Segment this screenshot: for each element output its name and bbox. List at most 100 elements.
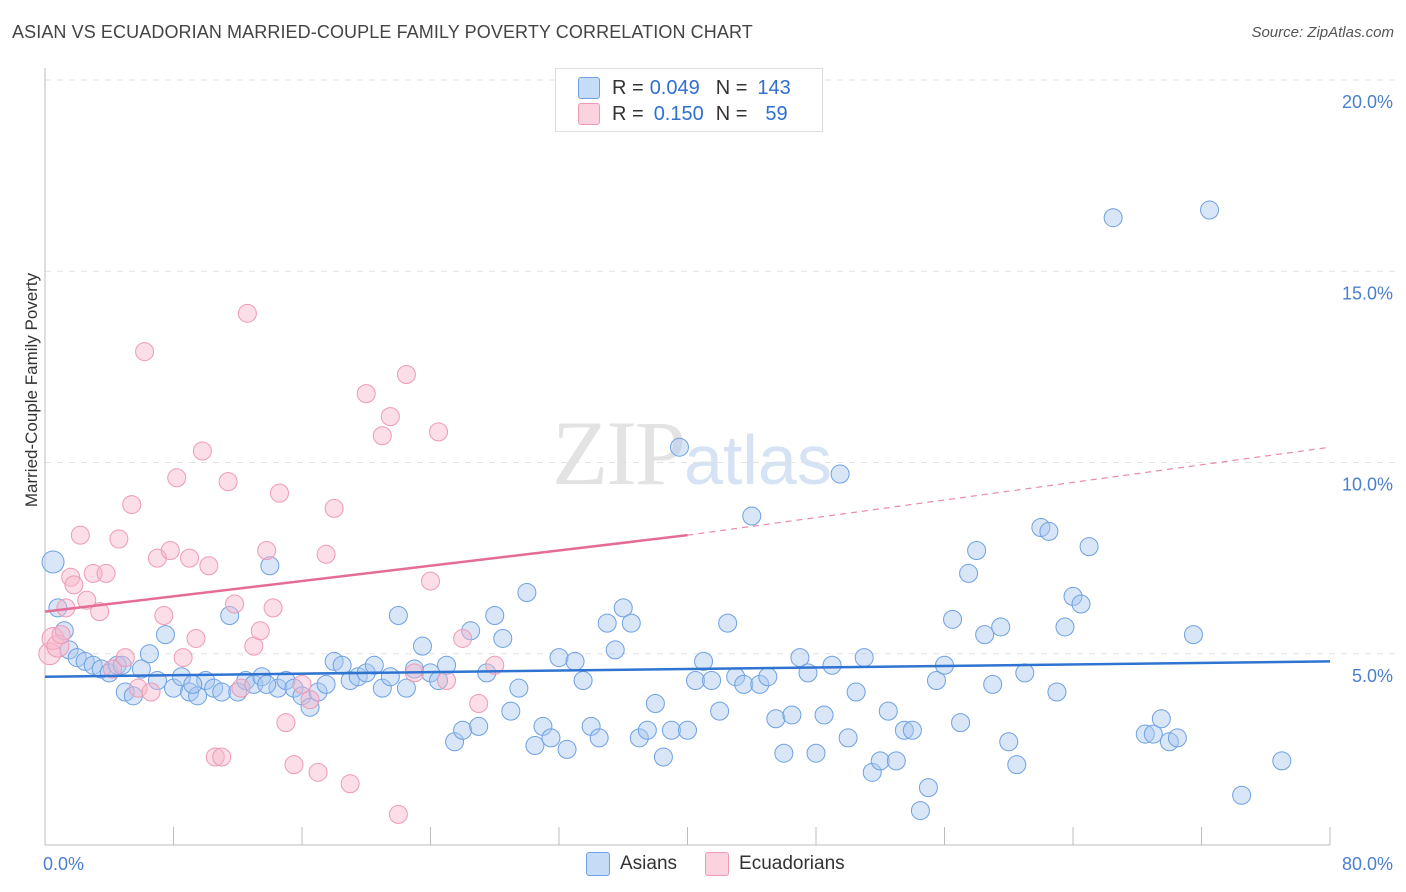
data-point-asians	[276, 671, 296, 691]
chart-title: ASIAN VS ECUADORIAN MARRIED-COUPLE FAMIL…	[12, 22, 753, 42]
data-point-asians	[838, 728, 858, 748]
data-point-asians	[509, 678, 529, 698]
data-point-asians	[870, 751, 890, 771]
data-point-asians	[212, 682, 232, 702]
data-point-asians	[220, 606, 240, 625]
labels-layer: 5.0% 10.0% 15.0% 20.0% 0.0% 80.0%	[43, 92, 1393, 874]
data-point-asians	[758, 667, 778, 687]
data-point-asians	[541, 728, 561, 748]
series-legend-ecuadorians[interactable]: Ecuadorians	[705, 852, 845, 876]
data-point-asians	[678, 720, 697, 740]
data-point-asians	[533, 716, 553, 736]
data-point-asians	[1135, 724, 1155, 744]
data-point-asians	[565, 651, 585, 671]
data-point-asians	[268, 678, 288, 698]
data-point-asians	[854, 648, 874, 668]
data-point-asians	[878, 701, 898, 721]
data-point-ecuadorians	[292, 674, 312, 694]
data-point-asians	[501, 701, 521, 721]
data-point-asians	[669, 437, 689, 457]
data-point-ecuadorians	[485, 655, 505, 675]
data-point-asians	[1015, 663, 1035, 683]
legend-swatch-ecuadorians	[578, 103, 600, 125]
data-point-ecuadorians	[160, 540, 180, 560]
data-point-asians	[694, 651, 714, 671]
data-point-asians	[1143, 724, 1163, 744]
data-point-asians	[999, 732, 1019, 752]
legend-n-value: 59	[765, 102, 788, 125]
series-legend-swatch-asians	[586, 852, 610, 876]
data-point-asians	[774, 743, 794, 763]
data-point-asians	[41, 550, 65, 574]
data-point-asians	[686, 671, 706, 691]
series-legend-asians[interactable]: Asians	[586, 852, 677, 876]
data-point-ecuadorians	[192, 441, 212, 461]
legend-row-asians: R = 0.049 N = 143	[578, 75, 791, 101]
data-point-asians	[862, 762, 882, 782]
data-point-asians	[967, 540, 987, 560]
legend-n-label: N =	[715, 76, 748, 99]
data-point-ecuadorians	[437, 671, 457, 691]
data-point-asians	[517, 583, 537, 603]
series-legend-label-asians: Asians	[620, 853, 678, 874]
data-point-asians	[710, 701, 730, 721]
x-tick-label: 80.0%	[1342, 854, 1393, 874]
data-point-asians	[573, 671, 593, 691]
trend-layer	[44, 446, 1331, 678]
data-point-asians	[188, 686, 208, 706]
data-point-ecuadorians	[115, 648, 135, 668]
axes	[44, 68, 1331, 846]
data-point-asians	[155, 625, 175, 645]
data-point-ecuadorians	[64, 575, 84, 595]
data-point-asians	[172, 667, 192, 687]
data-point-asians	[525, 736, 545, 756]
watermark-atlas: atlas	[684, 421, 832, 499]
data-point-asians	[1167, 728, 1187, 748]
series-legend-label-ecuadorians: Ecuadorians	[739, 853, 845, 874]
data-point-asians	[453, 720, 473, 740]
data-point-ecuadorians	[51, 625, 71, 645]
series-ecuadorians	[38, 303, 505, 824]
data-point-asians	[581, 716, 601, 736]
data-point-asians	[1007, 755, 1027, 775]
data-point-asians	[469, 716, 489, 736]
data-point-ecuadorians	[324, 498, 344, 518]
data-point-asians	[991, 617, 1011, 637]
legend-swatch-asians	[578, 77, 600, 99]
data-point-asians	[260, 556, 280, 576]
data-point-asians	[918, 778, 938, 798]
data-point-ecuadorians	[70, 525, 90, 545]
data-point-ecuadorians	[205, 747, 225, 767]
legend-r-value: 0.049	[649, 76, 700, 99]
data-point-ecuadorians	[102, 659, 122, 679]
series-legend: Asians Ecuadorians	[586, 852, 873, 876]
y-tick-label: 15.0%	[1342, 283, 1393, 303]
series-legend-swatch-ecuadorians	[705, 852, 730, 876]
data-point-ecuadorians	[231, 678, 251, 698]
legend-n-value: 143	[757, 76, 791, 99]
data-point-ecuadorians	[109, 529, 129, 549]
data-point-ecuadorians	[396, 365, 416, 385]
data-point-asians	[300, 697, 320, 717]
x-tick-label: 0.0%	[43, 854, 84, 874]
data-point-asians	[388, 606, 408, 625]
data-point-asians	[139, 644, 159, 664]
data-point-ecuadorians	[128, 678, 148, 698]
data-point-asians	[702, 671, 722, 691]
data-point-asians	[806, 743, 826, 763]
data-point-asians	[1055, 617, 1075, 637]
data-point-ecuadorians	[340, 774, 360, 794]
data-point-ecuadorians	[135, 342, 155, 362]
data-point-ecuadorians	[263, 598, 283, 618]
data-point-ecuadorians	[284, 755, 304, 775]
data-point-asians	[814, 705, 834, 725]
data-point-asians	[589, 728, 609, 748]
data-point-ecuadorians	[61, 567, 81, 587]
y-tick-label: 10.0%	[1342, 475, 1393, 495]
correlation-legend: R = 0.049 N = 143 R = 0.150 N = 59	[555, 68, 823, 132]
grid-lines	[45, 79, 1395, 655]
data-point-asians	[1039, 521, 1059, 541]
data-point-asians	[1232, 785, 1252, 805]
legend-r-label: R =	[612, 76, 644, 99]
data-point-ecuadorians	[308, 762, 328, 782]
